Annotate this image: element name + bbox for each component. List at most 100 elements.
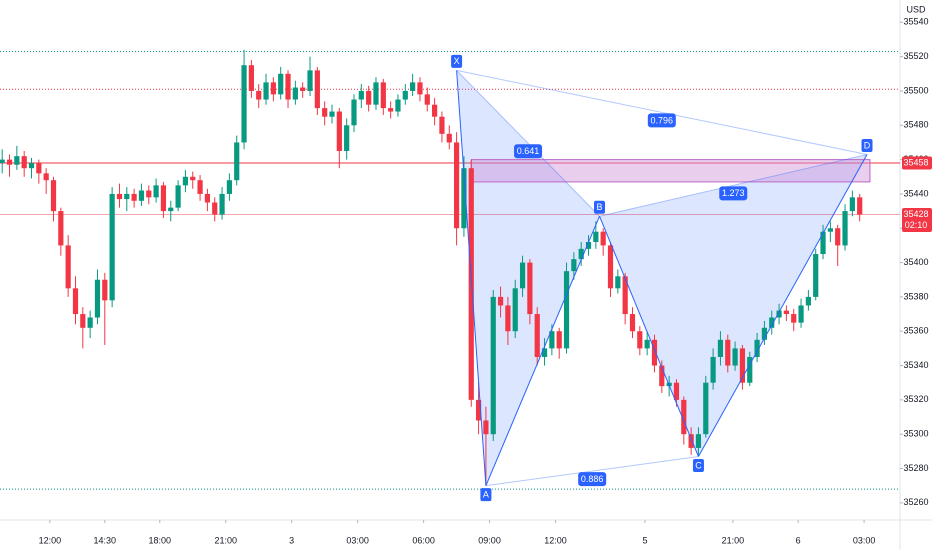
candle-body	[519, 262, 526, 289]
candle-body	[300, 87, 306, 91]
candle-body	[446, 133, 452, 143]
y-tick-label: 35400	[903, 257, 928, 267]
candle-body	[0, 159, 5, 164]
x-tick-label: 03:00	[853, 535, 876, 545]
ratio-line	[456, 69, 868, 155]
price-badge-label: 35428	[903, 209, 928, 219]
candle-body	[835, 228, 841, 246]
ratio-badge	[647, 113, 676, 128]
candle-body	[424, 94, 430, 105]
candle-body	[615, 276, 621, 289]
candle-body	[637, 331, 643, 349]
prz-zone	[470, 159, 871, 183]
candle-body	[43, 173, 49, 181]
candle-body	[204, 193, 211, 203]
x-tick-label: 09:00	[478, 535, 501, 545]
candle-body	[769, 317, 775, 328]
candle-body	[754, 339, 760, 357]
candle-body	[644, 339, 650, 349]
candle-body	[505, 305, 511, 332]
y-tick-label: 35340	[903, 360, 928, 370]
ratio-line	[485, 456, 699, 487]
candle-body	[263, 82, 269, 100]
candle-body	[541, 348, 548, 357]
candle-body	[681, 399, 687, 435]
price-badge	[902, 156, 932, 170]
y-tick-label: 35260	[903, 497, 928, 507]
ratio-label: 0.886	[581, 474, 604, 484]
candle-body	[28, 163, 35, 169]
candle-body	[329, 111, 335, 117]
candle-body	[65, 245, 71, 289]
candle-body	[534, 314, 540, 357]
candle-body	[182, 176, 189, 186]
candle-body	[314, 70, 320, 109]
y-tick-label: 35300	[903, 429, 928, 439]
candle-body	[344, 125, 350, 152]
candle-body	[703, 382, 709, 435]
candle-body	[380, 82, 386, 109]
pattern-leg	[698, 154, 868, 457]
candle-body	[336, 111, 342, 152]
pattern-leg	[456, 70, 487, 486]
candle-body	[248, 65, 254, 91]
y-tick-label: 35320	[903, 394, 928, 404]
candle-body	[116, 193, 123, 200]
candle-body	[593, 231, 599, 242]
point-label: D	[864, 140, 871, 150]
y-tick-label: 35500	[903, 85, 928, 95]
x-tick-label: 14:30	[94, 535, 117, 545]
candle-body	[322, 108, 328, 117]
y-tick-label: 35360	[903, 326, 928, 336]
candle-body	[102, 279, 108, 301]
candle-body	[600, 231, 606, 246]
candle-body	[124, 193, 130, 200]
candle-body	[410, 82, 416, 91]
candle-body	[6, 159, 13, 165]
y-tick-label: 35520	[903, 51, 928, 61]
candle-body	[212, 202, 218, 215]
candle-body	[14, 156, 20, 165]
currency: USD	[906, 4, 926, 14]
ratio-badge	[719, 186, 748, 201]
candle-body	[388, 108, 394, 112]
candle-body	[146, 190, 152, 198]
candle-body	[725, 339, 731, 366]
y-tick-label: 35540	[903, 17, 928, 27]
candle-body	[805, 296, 811, 306]
y-tick-label: 35380	[903, 291, 928, 301]
candle-body	[739, 348, 746, 383]
y-tick-label: 35440	[903, 188, 928, 198]
candle-body	[475, 399, 482, 421]
candle-body	[226, 180, 232, 194]
candle-body	[659, 365, 665, 387]
candle-body	[131, 193, 137, 201]
candle-body	[256, 90, 262, 100]
countdown: 02:10	[905, 220, 928, 230]
point-badge	[451, 54, 463, 68]
x-tick-label: 21:00	[214, 535, 237, 545]
candle-body	[761, 327, 768, 340]
candle-body	[497, 296, 504, 306]
candle-body	[109, 193, 115, 301]
pattern-fill	[599, 154, 868, 457]
candle-body	[439, 116, 445, 134]
candle-body	[607, 245, 614, 289]
candle-body	[160, 185, 167, 212]
candle-body	[798, 305, 804, 323]
candle-body	[688, 434, 694, 448]
candle-body	[695, 434, 702, 448]
candle-body	[820, 231, 826, 254]
candle-body	[153, 185, 159, 198]
candle-body	[747, 356, 753, 383]
candle-body	[776, 310, 782, 318]
candle-body	[278, 73, 284, 95]
x-tick-label: 06:00	[412, 535, 435, 545]
candle-body	[417, 82, 423, 95]
candle-body	[36, 163, 42, 174]
price-badge	[902, 208, 932, 233]
candle-body	[395, 99, 401, 112]
ratio-label: 1.273	[722, 188, 745, 198]
pattern-leg	[485, 216, 600, 486]
